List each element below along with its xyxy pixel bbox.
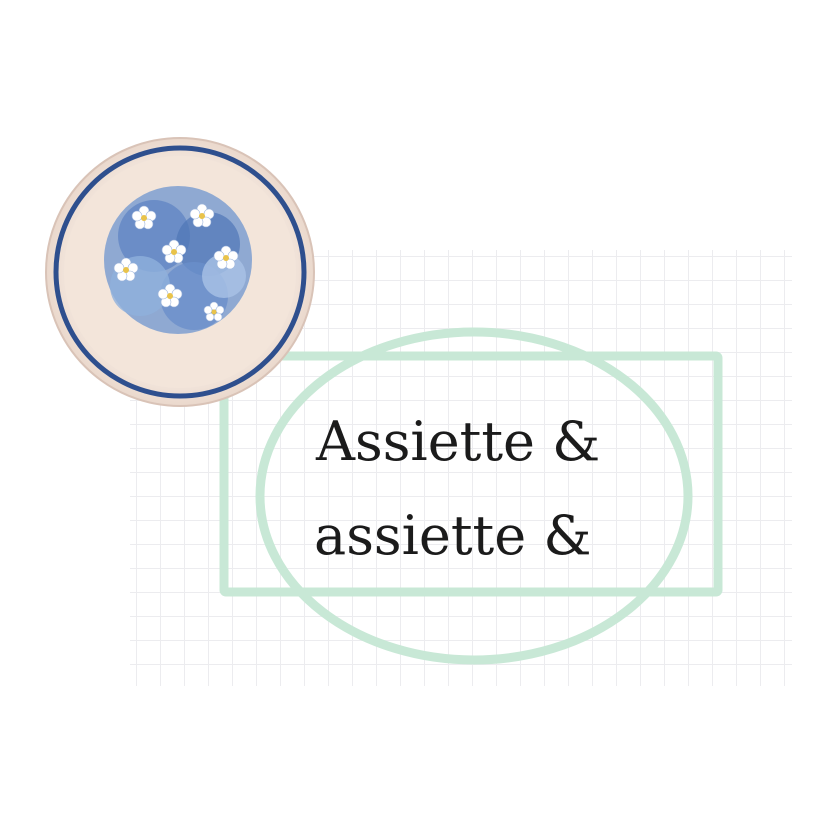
title-line-1: Assiette & xyxy=(300,392,660,492)
flower-pattern xyxy=(104,186,252,334)
title-text: Assiette & assiette & xyxy=(300,392,660,586)
title-line-2: assiette & xyxy=(300,486,660,586)
plate-illustration xyxy=(44,136,316,408)
